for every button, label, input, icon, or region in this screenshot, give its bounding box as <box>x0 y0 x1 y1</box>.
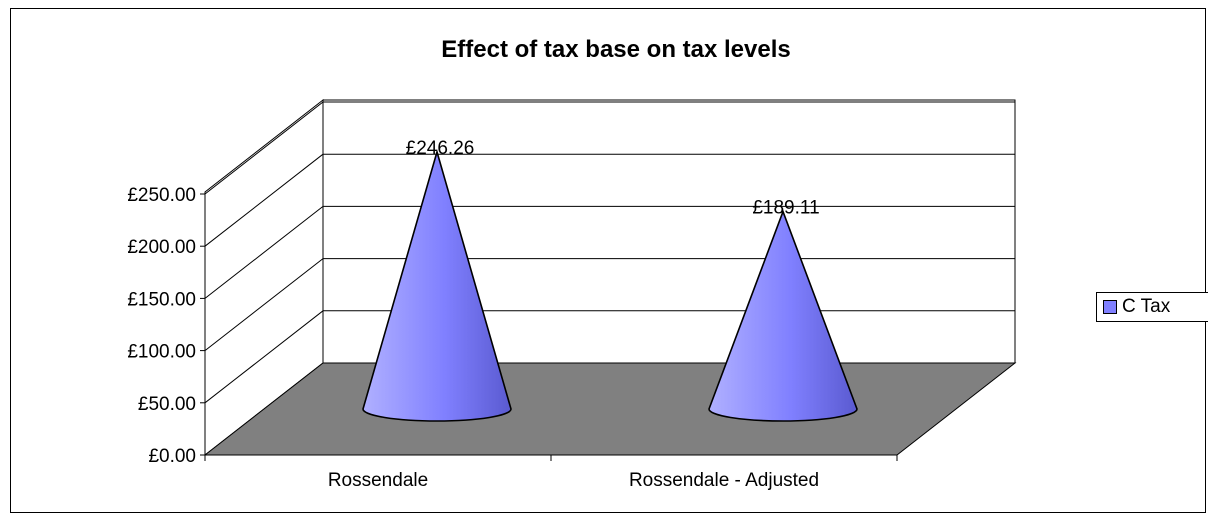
x-tick-label: Rossendale <box>328 470 428 491</box>
y-tick-label: £100.00 <box>127 342 196 363</box>
legend-swatch <box>1103 300 1117 314</box>
x-tick-label: Rossendale - Adjusted <box>629 470 819 491</box>
y-tick-label: £50.00 <box>138 394 196 415</box>
cone-bar <box>362 149 512 422</box>
chart-title: Effect of tax base on tax levels <box>441 36 791 63</box>
legend-label: C Tax <box>1122 296 1171 317</box>
y-tick-label: £0.00 <box>148 446 196 467</box>
gridline-side <box>204 206 324 299</box>
cone-bar <box>708 209 858 422</box>
gridline-side <box>204 101 324 195</box>
cone-group <box>708 209 858 422</box>
gridline-side <box>204 153 324 247</box>
cone-group <box>362 149 512 422</box>
data-label: £246.26 <box>406 138 475 159</box>
y-tick-label: £250.00 <box>127 185 196 206</box>
y-tick-label: £150.00 <box>127 289 196 310</box>
data-label: £189.11 <box>752 198 819 219</box>
legend: C Tax <box>1096 292 1208 322</box>
chart-floor <box>203 362 1017 456</box>
gridline-side <box>204 258 324 351</box>
gridline-side <box>204 310 324 404</box>
y-tick-label: £200.00 <box>127 237 196 258</box>
